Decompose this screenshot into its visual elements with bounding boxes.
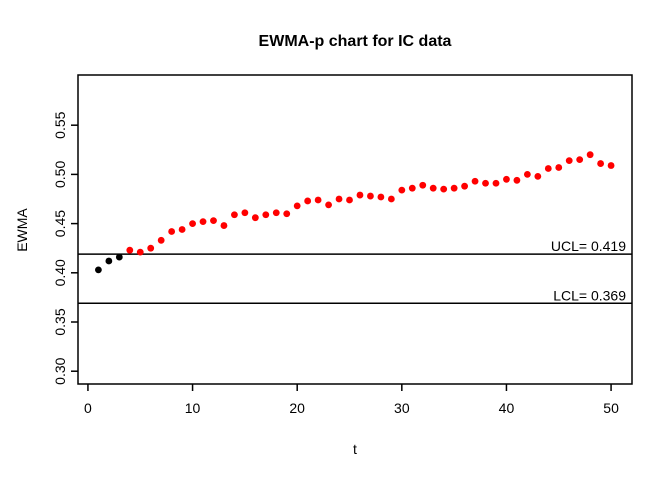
data-point	[586, 151, 594, 159]
data-point	[251, 214, 259, 222]
y-tick-label: 0.30	[52, 357, 68, 384]
data-points	[95, 151, 615, 274]
data-point	[503, 175, 510, 183]
y-axis-label: EWMA	[14, 208, 30, 252]
data-point	[105, 257, 113, 265]
data-point	[356, 191, 364, 199]
y-tick-label: 0.55	[52, 111, 68, 138]
data-point	[597, 160, 605, 167]
lcl-label: LCL= 0.369	[553, 287, 626, 303]
data-point	[461, 182, 468, 190]
data-point	[314, 196, 322, 204]
data-point	[262, 211, 270, 219]
x-tick-label: 40	[499, 400, 515, 416]
x-tick-label: 50	[603, 400, 619, 416]
data-point	[534, 172, 542, 180]
data-point	[377, 193, 385, 201]
data-point	[492, 179, 500, 187]
data-point	[398, 186, 406, 194]
data-point	[335, 195, 343, 203]
data-point	[607, 162, 615, 169]
data-point	[482, 179, 489, 187]
data-point	[565, 157, 573, 165]
y-tick-label: 0.40	[52, 259, 68, 286]
data-point	[272, 209, 280, 217]
x-tick-label: 10	[185, 400, 201, 416]
data-point	[544, 165, 552, 172]
data-point	[555, 164, 563, 171]
x-tick-label: 0	[84, 400, 92, 416]
y-tick-label: 0.50	[52, 161, 68, 188]
data-point	[325, 201, 332, 209]
x-tick-label: 20	[289, 400, 305, 416]
data-point	[147, 244, 155, 252]
data-point	[126, 246, 134, 254]
data-point	[95, 266, 102, 274]
data-point	[115, 253, 123, 261]
data-point	[210, 217, 217, 225]
data-point	[231, 211, 238, 219]
data-point	[136, 248, 144, 256]
ucl-label: UCL= 0.419	[551, 238, 626, 254]
y-tick-label: 0.35	[52, 308, 68, 335]
data-point	[440, 185, 448, 193]
data-point	[199, 218, 207, 226]
x-tick-label: 30	[394, 400, 410, 416]
data-point	[450, 184, 458, 192]
data-point	[523, 170, 531, 178]
data-point	[471, 177, 479, 185]
x-axis-label: t	[353, 441, 357, 457]
chart-title: EWMA-p chart for IC data	[259, 33, 452, 50]
data-point	[168, 228, 176, 235]
x-axis-ticks: 0 10 20 30 40 50	[84, 384, 619, 416]
data-point	[408, 184, 416, 192]
y-tick-label: 0.45	[52, 210, 68, 237]
plot-box	[77, 74, 633, 385]
data-point	[189, 220, 196, 227]
data-point	[367, 192, 374, 200]
data-point	[283, 210, 291, 218]
y-axis-ticks: 0.30 0.35 0.40 0.45 0.50 0.55	[52, 111, 78, 385]
data-point	[178, 226, 186, 233]
data-point	[419, 181, 427, 189]
data-point	[513, 176, 521, 184]
data-point	[293, 202, 301, 210]
data-point	[576, 156, 584, 164]
data-point	[304, 197, 312, 205]
data-point	[387, 195, 395, 203]
data-point	[241, 209, 249, 217]
data-point	[157, 236, 165, 244]
data-point	[346, 196, 353, 204]
data-point	[429, 184, 437, 192]
data-point	[220, 222, 228, 229]
